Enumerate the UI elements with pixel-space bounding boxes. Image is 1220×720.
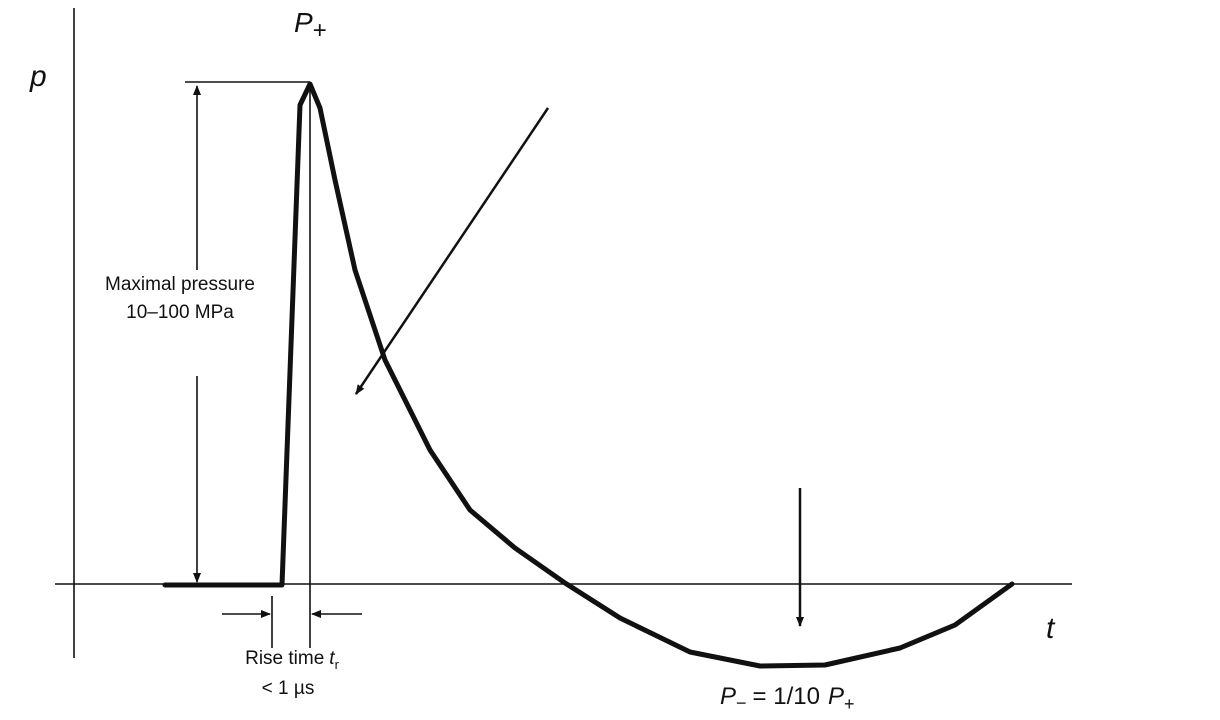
max-pressure-title: Maximal pressure bbox=[105, 274, 255, 295]
rise-time-value: < 1 µs bbox=[262, 678, 315, 699]
pressure-curve bbox=[162, 81, 1015, 669]
peak-label: P+ bbox=[294, 7, 327, 44]
rise-time-subscript: r bbox=[335, 657, 340, 672]
negative-subscript: − bbox=[736, 693, 747, 713]
negative-symbol: P bbox=[720, 683, 736, 710]
peak-subscript: + bbox=[313, 17, 327, 44]
rise-time-label: Rise time tr bbox=[245, 648, 339, 672]
rise-time-text: Rise time bbox=[245, 648, 324, 669]
negative-peak-label: P− = 1/10 P+ bbox=[720, 683, 854, 714]
max-pressure-range: 10–100 MPa bbox=[126, 302, 234, 323]
peak-symbol: P bbox=[294, 7, 313, 38]
decay-arrow bbox=[354, 107, 550, 395]
rise-time-symbol: t bbox=[329, 648, 335, 669]
negative-ref-subscript: + bbox=[844, 694, 855, 714]
negative-ref-symbol: P bbox=[828, 683, 844, 710]
negative-relation: = 1/10 bbox=[753, 683, 820, 710]
x-axis-label: t bbox=[1046, 612, 1056, 645]
y-axis-label: p bbox=[29, 60, 47, 93]
